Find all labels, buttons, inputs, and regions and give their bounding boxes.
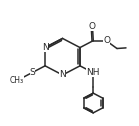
Text: NH: NH bbox=[86, 68, 100, 77]
Text: N: N bbox=[59, 70, 66, 80]
Text: CH₃: CH₃ bbox=[10, 76, 24, 85]
Text: O: O bbox=[88, 22, 95, 31]
Text: S: S bbox=[30, 68, 35, 77]
Text: O: O bbox=[103, 36, 110, 45]
Text: N: N bbox=[42, 43, 49, 52]
